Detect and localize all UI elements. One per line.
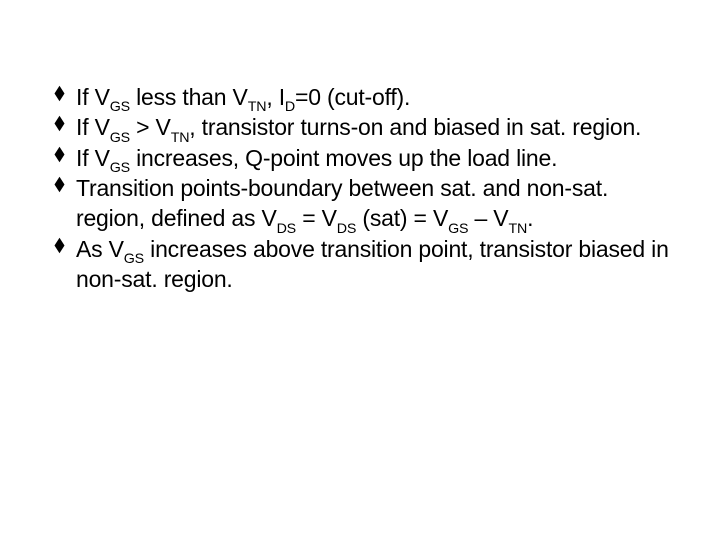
text-run: As V <box>76 236 124 262</box>
text-run: If V <box>76 145 110 171</box>
text-run: less than V <box>130 84 248 110</box>
list-item: If VGS > VTN, transistor turns-on and bi… <box>50 112 670 142</box>
text-run: (sat) = V <box>356 205 448 231</box>
text-run: If V <box>76 114 110 140</box>
slide: If VGS less than VTN, ID=0 (cut-off). If… <box>0 0 720 540</box>
text-run: , I <box>266 84 285 110</box>
text-run: = V <box>296 205 337 231</box>
text-run: > V <box>130 114 171 140</box>
text-run: – V <box>468 205 508 231</box>
list-item: As VGS increases above transition point,… <box>50 234 670 295</box>
list-item: If VGS increases, Q-point moves up the l… <box>50 143 670 173</box>
bullet-list: If VGS less than VTN, ID=0 (cut-off). If… <box>50 82 670 295</box>
subscript: GS <box>124 251 144 267</box>
text-run: increases, Q-point moves up the load lin… <box>130 145 557 171</box>
text-run: , transistor turns-on and biased in sat.… <box>189 114 641 140</box>
text-run: =0 (cut-off). <box>295 84 410 110</box>
list-item: If VGS less than VTN, ID=0 (cut-off). <box>50 82 670 112</box>
list-item: Transition points-boundary between sat. … <box>50 173 670 234</box>
text-run: . <box>527 205 533 231</box>
text-run: increases above transition point, transi… <box>76 236 669 292</box>
text-run: If V <box>76 84 110 110</box>
